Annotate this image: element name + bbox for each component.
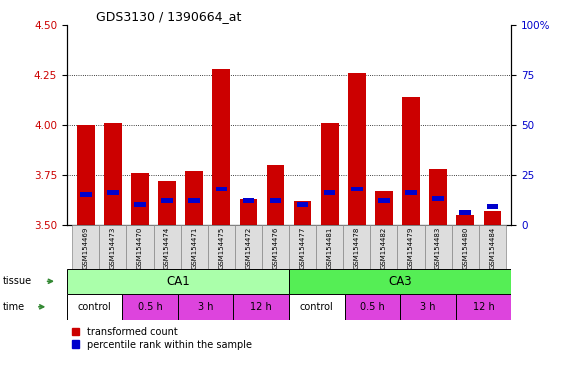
Text: control: control <box>300 302 333 312</box>
Bar <box>270 199 281 203</box>
Text: GSM154482: GSM154482 <box>381 227 387 269</box>
Bar <box>294 201 311 225</box>
Text: 12 h: 12 h <box>472 302 494 312</box>
Bar <box>370 225 397 269</box>
Bar <box>456 294 511 320</box>
Bar <box>80 192 92 197</box>
Bar <box>397 225 425 269</box>
Bar <box>297 202 309 207</box>
Text: GDS3130 / 1390664_at: GDS3130 / 1390664_at <box>96 10 241 23</box>
Text: GSM154471: GSM154471 <box>191 227 197 269</box>
Bar <box>324 190 335 195</box>
Bar <box>262 225 289 269</box>
Text: GSM154472: GSM154472 <box>245 227 252 269</box>
Bar <box>351 187 363 191</box>
Text: GSM154483: GSM154483 <box>435 227 441 269</box>
Bar <box>486 204 498 209</box>
Bar <box>185 171 203 225</box>
Bar <box>432 197 444 201</box>
Bar <box>216 187 227 191</box>
Bar <box>400 294 456 320</box>
Bar <box>316 225 343 269</box>
Bar <box>343 225 370 269</box>
Text: GSM154476: GSM154476 <box>272 227 278 269</box>
Bar <box>104 123 121 225</box>
Bar <box>483 211 501 225</box>
Bar <box>234 294 289 320</box>
Text: GSM154470: GSM154470 <box>137 227 143 269</box>
Bar <box>181 225 208 269</box>
Legend: transformed count, percentile rank within the sample: transformed count, percentile rank withi… <box>71 327 252 349</box>
Text: GSM154478: GSM154478 <box>354 227 360 269</box>
Text: tissue: tissue <box>3 276 32 286</box>
Bar <box>213 69 230 225</box>
Bar <box>131 173 149 225</box>
Bar <box>72 225 99 269</box>
Bar <box>289 294 345 320</box>
Bar <box>402 97 420 225</box>
Bar <box>243 199 254 203</box>
Bar <box>289 225 316 269</box>
Text: CA1: CA1 <box>166 275 190 288</box>
Text: GSM154474: GSM154474 <box>164 227 170 269</box>
Text: 0.5 h: 0.5 h <box>138 302 163 312</box>
Bar <box>127 225 153 269</box>
Text: 12 h: 12 h <box>250 302 272 312</box>
Bar <box>321 123 339 225</box>
Text: GSM154481: GSM154481 <box>327 227 333 269</box>
Bar <box>123 294 178 320</box>
Bar <box>188 199 200 203</box>
Text: GSM154477: GSM154477 <box>300 227 306 269</box>
Text: GSM154484: GSM154484 <box>489 227 496 269</box>
Bar <box>134 202 146 207</box>
Bar <box>289 269 511 294</box>
Bar <box>99 225 127 269</box>
Text: CA3: CA3 <box>388 275 412 288</box>
Bar <box>460 210 471 215</box>
Text: GSM154469: GSM154469 <box>83 227 89 269</box>
Bar <box>162 199 173 203</box>
Bar <box>67 294 123 320</box>
Text: 3 h: 3 h <box>420 302 436 312</box>
Text: 0.5 h: 0.5 h <box>360 302 385 312</box>
Bar <box>77 125 95 225</box>
Bar <box>425 225 451 269</box>
Bar <box>348 73 365 225</box>
Text: 3 h: 3 h <box>198 302 213 312</box>
Bar <box>451 225 479 269</box>
Bar <box>158 181 176 225</box>
Bar <box>67 269 289 294</box>
Bar <box>153 225 181 269</box>
Text: GSM154479: GSM154479 <box>408 227 414 269</box>
Bar <box>345 294 400 320</box>
Bar <box>406 190 417 195</box>
Bar <box>479 225 506 269</box>
Text: GSM154480: GSM154480 <box>462 227 468 269</box>
Text: GSM154475: GSM154475 <box>218 227 224 269</box>
Text: GSM154473: GSM154473 <box>110 227 116 269</box>
Bar <box>235 225 262 269</box>
Bar <box>457 215 474 225</box>
Text: control: control <box>78 302 112 312</box>
Bar <box>208 225 235 269</box>
Bar <box>178 294 234 320</box>
Bar <box>267 165 284 225</box>
Bar <box>375 191 393 225</box>
Bar <box>378 199 390 203</box>
Bar <box>107 190 119 195</box>
Text: time: time <box>3 302 25 312</box>
Bar <box>239 199 257 225</box>
Bar <box>429 169 447 225</box>
